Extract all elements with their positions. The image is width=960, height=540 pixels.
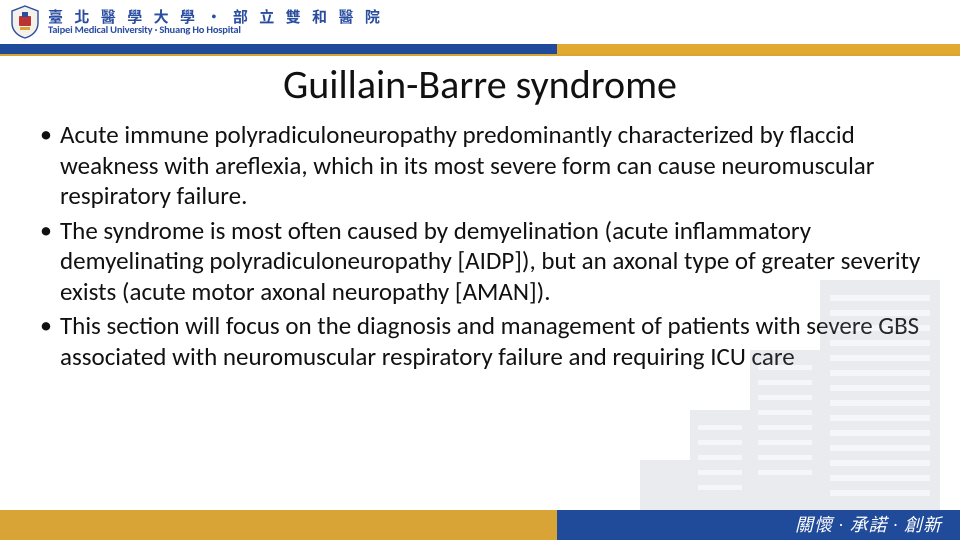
header-bar: 臺 北 醫 學 大 學 · 部 立 雙 和 醫 院 Taipei Medical… (0, 0, 960, 44)
org-name-zh: 臺 北 醫 學 大 學 · 部 立 雙 和 醫 院 (48, 9, 384, 25)
bullet-item: The syndrome is most often caused by dem… (36, 216, 924, 308)
university-logo-icon (10, 5, 40, 39)
slide: 臺 北 醫 學 大 學 · 部 立 雙 和 醫 院 Taipei Medical… (0, 0, 960, 540)
footer-motto: 關懷 · 承諾 · 創新 (795, 511, 942, 537)
bullet-list: Acute immune polyradiculoneuropathy pred… (36, 120, 924, 372)
org-name: 臺 北 醫 學 大 學 · 部 立 雙 和 醫 院 Taipei Medical… (48, 9, 384, 36)
slide-title: Guillain-Barre syndrome (0, 60, 960, 109)
bullet-item: This section will focus on the diagnosis… (36, 311, 924, 372)
bullet-item: Acute immune polyradiculoneuropathy pred… (36, 120, 924, 212)
slide-body: Acute immune polyradiculoneuropathy pred… (36, 120, 924, 376)
org-name-en: Taipei Medical University · Shuang Ho Ho… (48, 24, 384, 35)
header-accent-band (0, 44, 960, 54)
